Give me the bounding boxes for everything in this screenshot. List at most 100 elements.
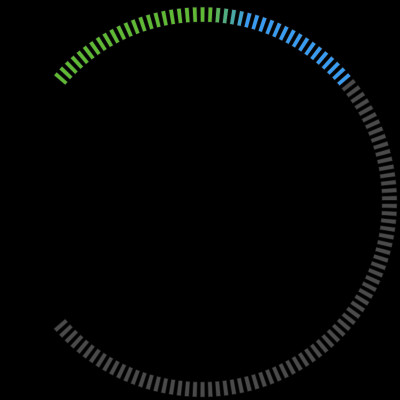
gauge-segment-empty: [376, 239, 393, 248]
gauge-segment-empty: [303, 347, 317, 364]
gauge-segment-filled: [152, 11, 162, 29]
gauge-segment-empty: [357, 287, 374, 300]
gauge-segment-empty: [331, 323, 347, 338]
gauge-segment-empty: [378, 163, 395, 172]
gauge-segment-empty: [309, 343, 323, 359]
gauge-segment-empty: [145, 373, 155, 391]
gauge-segment-empty: [345, 306, 362, 320]
gauge-segment-filled: [236, 10, 245, 27]
gauge-segment-filled: [176, 7, 183, 24]
gauge-segment-filled: [145, 13, 155, 31]
gauge-segment-filled: [192, 6, 198, 23]
gauge-segment-empty: [336, 317, 352, 332]
gauge-segment-empty: [229, 378, 237, 396]
gauge-segment-filled: [75, 49, 90, 65]
gauge-segment-empty: [192, 381, 198, 398]
gauge-segment-empty: [200, 381, 206, 398]
gauge-segment-filled: [257, 16, 268, 33]
gauge-segment-empty: [341, 312, 357, 326]
gauge-segment-empty: [222, 379, 229, 397]
gauge-segment-empty: [88, 348, 102, 364]
gauge-segment-filled: [130, 18, 141, 35]
gauge-segment-empty: [53, 318, 69, 333]
gauge-segment-empty: [379, 225, 396, 233]
gauge-segment-filled: [303, 40, 317, 57]
gauge-segment-filled: [315, 50, 330, 66]
gauge-segment-empty: [94, 352, 108, 369]
gauge-segment-empty: [361, 111, 378, 123]
gauge-segment-filled: [108, 28, 121, 45]
gauge-segment-filled: [326, 60, 341, 76]
gauge-segment-empty: [257, 371, 268, 388]
gauge-segment-filled: [53, 71, 69, 86]
gauge-segment-empty: [380, 179, 397, 187]
gauge-segments: [53, 6, 398, 398]
gauge-segment-filled: [122, 21, 134, 38]
gauge-segment-empty: [376, 156, 393, 165]
gauge-segment-empty: [320, 333, 335, 349]
gauge-segment-filled: [207, 6, 214, 23]
gauge-segment-filled: [250, 14, 260, 31]
gauge-segment-filled: [320, 55, 335, 71]
gauge-segment-empty: [379, 171, 396, 179]
gauge-segment-filled: [64, 60, 79, 75]
gauge-segment-empty: [69, 334, 84, 350]
gauge-segment-filled: [243, 12, 253, 29]
gauge-segment-filled: [278, 25, 290, 42]
gauge-segment-filled: [264, 18, 275, 36]
gauge-segment-empty: [381, 195, 398, 201]
gauge-segment-filled: [336, 72, 352, 87]
gauge-segment-empty: [75, 339, 90, 355]
gauge-segment-empty: [372, 140, 389, 151]
gauge-segment-empty: [367, 126, 384, 137]
gauge-segment-filled: [214, 7, 221, 24]
gauge-segment-empty: [278, 362, 290, 379]
gauge-segment-empty: [353, 293, 370, 307]
gauge-segment-empty: [349, 91, 366, 104]
gauge-segment-filled: [200, 6, 206, 23]
gauge-segment-filled: [271, 21, 283, 39]
gauge-segment-empty: [168, 379, 176, 396]
gauge-segment-empty: [115, 363, 127, 380]
gauge-segment-empty: [137, 371, 148, 388]
gauge-segment-filled: [284, 28, 297, 45]
gauge-segment-empty: [297, 351, 310, 368]
gauge-segment-empty: [364, 118, 381, 130]
gauge-segment-empty: [374, 246, 392, 256]
gauge-segment-empty: [357, 104, 374, 117]
gauge-segment-empty: [160, 377, 169, 394]
gauge-segment-empty: [341, 78, 357, 92]
gauge-segment-empty: [243, 375, 253, 392]
gauge-segment-filled: [168, 8, 176, 25]
gauge-segment-filled: [69, 54, 84, 70]
gauge-segment-empty: [367, 267, 384, 278]
gauge-segment-empty: [271, 365, 283, 383]
gauge-segment-filled: [291, 32, 304, 49]
gauge-segment-filled: [184, 7, 191, 24]
gauge-segment-empty: [207, 381, 214, 398]
gauge-segment-empty: [378, 232, 395, 241]
gauge-segment-empty: [381, 210, 398, 217]
gauge-segment-filled: [115, 24, 127, 41]
gauge-segment-filled: [101, 31, 114, 48]
gauge-segment-empty: [291, 355, 304, 372]
gauge-segment-empty: [284, 359, 297, 376]
gauge-segment-empty: [250, 373, 260, 390]
gauge-segment-filled: [88, 40, 102, 56]
gauge-segment-empty: [236, 377, 245, 394]
gauge-segment-empty: [372, 253, 389, 264]
gauge-segment-filled: [58, 65, 74, 80]
gauge-segment-filled: [82, 44, 96, 61]
gauge-segment-filled: [94, 35, 108, 52]
gauge-segment-filled: [309, 45, 323, 61]
gauge-segment-empty: [380, 217, 397, 225]
gauge-segment-empty: [345, 84, 362, 98]
gauge-segment-empty: [64, 329, 79, 344]
gauge-segment-empty: [349, 300, 366, 313]
gauge-segment-empty: [264, 368, 275, 386]
gauge-segment-filled: [222, 7, 229, 25]
gauge-segment-empty: [374, 148, 392, 158]
gauge-segment-empty: [152, 375, 162, 393]
gauge-segment-filled: [331, 66, 347, 81]
